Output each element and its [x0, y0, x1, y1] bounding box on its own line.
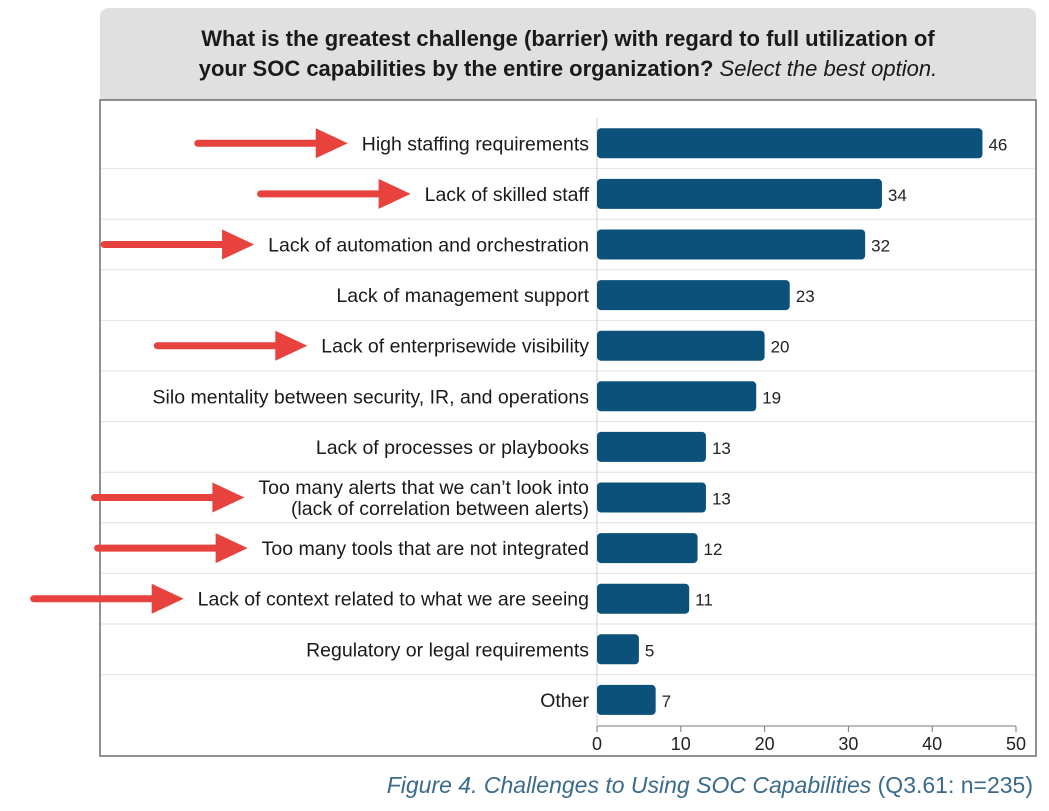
highlight-arrow-head [378, 178, 411, 209]
highlight-arrow-head [275, 330, 308, 361]
bar [597, 178, 882, 209]
chart-frame [99, 99, 1037, 757]
data-label: 13 [712, 490, 731, 509]
category-label: Too many tools that are not integrated [262, 538, 589, 560]
data-label: 32 [871, 237, 890, 256]
data-label: 7 [662, 692, 671, 711]
data-label: 20 [771, 338, 790, 357]
bar [597, 533, 698, 564]
category-label: Lack of automation and orchestration [268, 235, 589, 257]
category-label: Silo mentality between security, IR, and… [153, 386, 590, 408]
figure-title: Figure 4. Challenges to Using SOC Capabi… [386, 772, 872, 798]
bar [597, 128, 983, 159]
bar [597, 381, 757, 412]
highlight-arrow-head [215, 533, 248, 564]
bar [597, 583, 690, 614]
data-label: 13 [712, 439, 731, 458]
data-label: 12 [704, 540, 723, 559]
x-tick-label: 20 [755, 734, 775, 754]
category-label: Too many alerts that we can’t look into [258, 477, 589, 499]
bar [597, 431, 706, 462]
category-label: Lack of enterprisewide visibility [321, 336, 589, 358]
x-tick-label: 40 [922, 734, 942, 754]
bar [597, 634, 639, 665]
bar [597, 280, 790, 311]
category-label: (lack of correlation between alerts) [291, 498, 589, 520]
question-instruction: Select the best option. [719, 56, 938, 81]
category-label: Lack of context related to what we are s… [198, 589, 589, 611]
figure-sample-size: (Q3.61: n=235) [877, 772, 1033, 798]
data-label: 5 [645, 641, 654, 660]
bar [597, 229, 866, 260]
x-tick-label: 50 [1006, 734, 1026, 754]
highlight-arrow-head [212, 482, 245, 513]
data-label: 46 [988, 135, 1007, 154]
highlight-arrow-head [315, 128, 348, 159]
category-label: Lack of processes or playbooks [316, 437, 589, 459]
category-label: Lack of management support [336, 285, 589, 307]
question-line-2: your SOC capabilities by the entire orga… [199, 54, 937, 84]
data-label: 23 [796, 287, 815, 306]
figure-caption: Figure 4. Challenges to Using SOC Capabi… [387, 772, 1033, 799]
category-label: Other [540, 690, 589, 712]
bar [597, 684, 656, 715]
highlight-arrow-head [151, 583, 184, 614]
x-tick-label: 30 [838, 734, 858, 754]
bar [597, 482, 706, 513]
category-label: Regulatory or legal requirements [306, 639, 589, 661]
x-tick-label: 0 [592, 734, 602, 754]
highlight-arrow-head [222, 229, 255, 260]
data-label: 11 [695, 591, 713, 610]
question-line-2-bold: your SOC capabilities by the entire orga… [198, 56, 714, 81]
bar [597, 330, 765, 361]
category-label: Lack of skilled staff [425, 184, 590, 206]
x-tick-label: 10 [671, 734, 691, 754]
data-label: 34 [888, 186, 907, 205]
question-line-1: What is the greatest challenge (barrier)… [201, 26, 935, 51]
data-label: 19 [762, 388, 781, 407]
category-label: High staffing requirements [362, 133, 590, 155]
question-header: What is the greatest challenge (barrier)… [100, 8, 1036, 100]
